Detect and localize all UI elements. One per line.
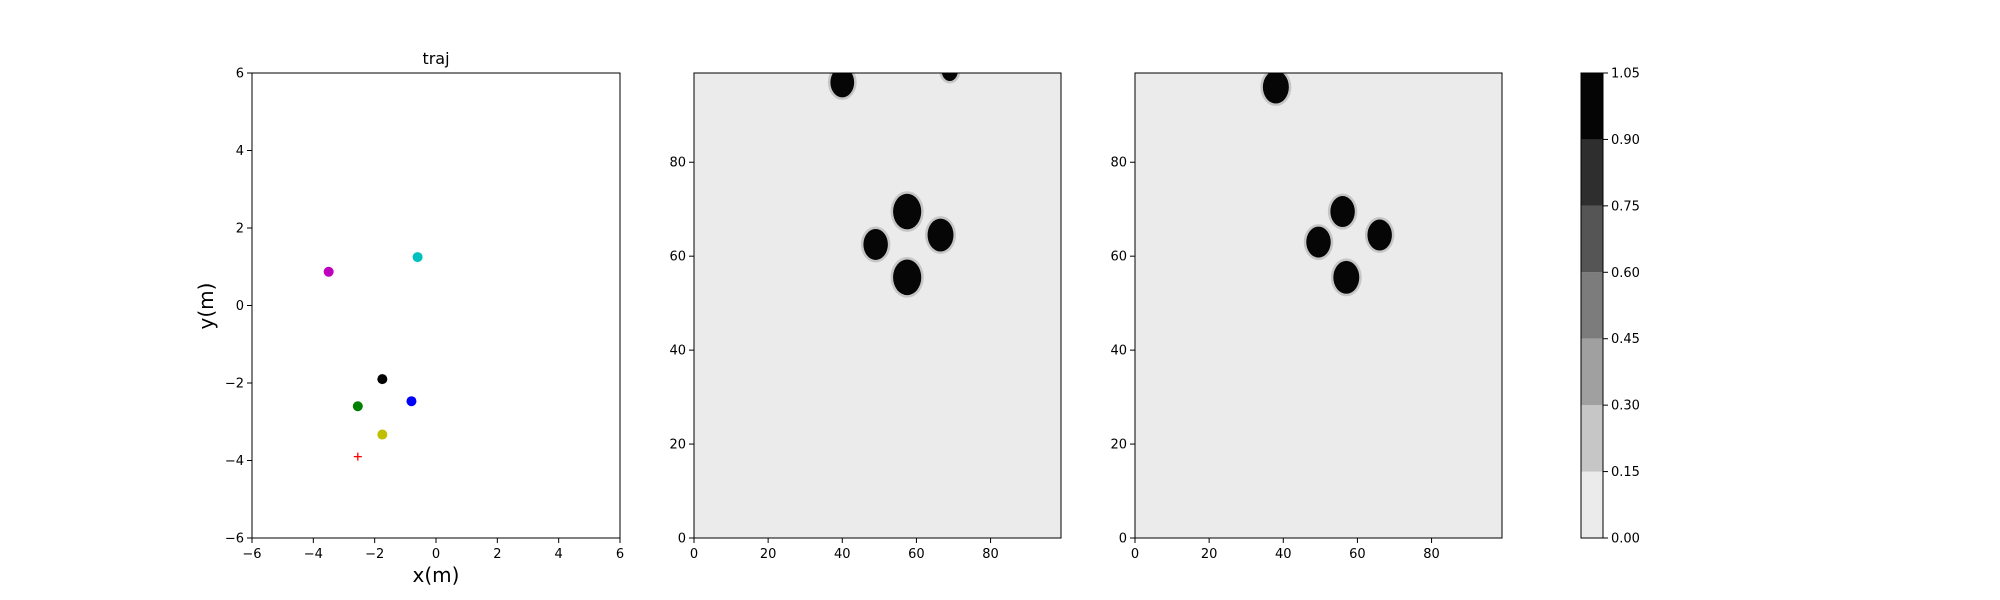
colorbar-tick-label: 0.30 — [1611, 399, 1640, 414]
traj-points — [323, 252, 423, 461]
heatmap-panel-2: 0 20 40 60 80 0 20 40 60 80 — [1110, 72, 1503, 562]
heatmap-2-y-tick-label: 40 — [1110, 344, 1127, 359]
traj-point — [377, 374, 388, 385]
traj-point — [323, 266, 334, 277]
colorbar-tick-label: 0.60 — [1611, 266, 1640, 281]
heatmap-1-x-tick-label: 0 — [690, 547, 698, 562]
traj-x-axis-label: x(m) — [413, 563, 460, 587]
traj-x-tick-label: −2 — [365, 547, 384, 562]
colorbar-band — [1581, 405, 1603, 472]
heatmap-1-background — [694, 73, 1061, 538]
heatmap-2-x-tick-label: 0 — [1131, 547, 1139, 562]
heatmap-1-x-tick-label: 80 — [982, 547, 999, 562]
heatmap-2-y-tick-label: 80 — [1110, 156, 1127, 171]
traj-y-tick-label: 6 — [236, 67, 244, 82]
heatmap-2-y-ticks: 0 20 40 60 80 — [1110, 156, 1135, 547]
traj-x-tick-label: −6 — [242, 547, 261, 562]
heatmap-1-y-tick-label: 40 — [669, 344, 686, 359]
heatmap-2-blobs — [1260, 73, 1395, 297]
heatmap-2-y-tick-label: 0 — [1119, 532, 1127, 547]
heatmap-2-blob — [1367, 219, 1392, 251]
traj-point — [352, 401, 363, 412]
traj-x-tick-label: −4 — [304, 547, 323, 562]
traj-y-tick-label: 0 — [236, 299, 244, 314]
colorbar-frame — [1580, 72, 1604, 539]
heatmap-1-y-tick-label: 80 — [669, 156, 686, 171]
heatmap-2-x-tick-label: 40 — [1275, 547, 1292, 562]
heatmap-2-x-tick-label: 80 — [1423, 547, 1440, 562]
heatmap-1-x-tick-label: 40 — [834, 547, 851, 562]
heatmap-1-blob — [893, 193, 922, 230]
heatmap-1-y-tick-label: 60 — [669, 250, 686, 265]
heatmap-2-blob — [1306, 226, 1331, 258]
heatmap-1-blob — [893, 259, 922, 296]
traj-x-tick-label: 0 — [432, 547, 440, 562]
colorbar-band — [1581, 471, 1603, 538]
colorbar-band — [1581, 139, 1603, 206]
heatmap-2-x-tick-label: 20 — [1201, 547, 1218, 562]
traj-title: traj — [422, 49, 449, 68]
colorbar-tick-label: 0.90 — [1611, 133, 1640, 148]
traj-y-tick-label: −6 — [225, 532, 244, 547]
traj-y-tick-label: −4 — [225, 454, 244, 469]
heatmap-1-blobs — [827, 73, 961, 298]
colorbar-ticks: 0.00 0.15 0.30 0.45 0.60 0.75 0.90 1.05 — [1603, 67, 1640, 547]
traj-x-tick-label: 2 — [493, 547, 501, 562]
traj-point-plus — [353, 452, 362, 461]
traj-x-ticks: −6 −4 −2 0 2 4 6 — [242, 538, 624, 562]
colorbar-bands — [1581, 73, 1603, 538]
heatmap-2-blob — [1333, 260, 1360, 294]
heatmap-1-y-tick-label: 20 — [669, 438, 686, 453]
colorbar-band — [1581, 272, 1603, 339]
heatmap-1-x-tick-label: 20 — [760, 547, 777, 562]
heatmap-1-blob — [927, 218, 954, 252]
colorbar: 0.00 0.15 0.30 0.45 0.60 0.75 0.90 1.05 — [1580, 67, 1640, 547]
heatmap-1-blob — [830, 73, 855, 98]
traj-axes-frame — [251, 72, 621, 539]
traj-y-tick-label: 4 — [236, 144, 244, 159]
traj-x-tick-label: 6 — [616, 547, 624, 562]
colorbar-tick-label: 0.45 — [1611, 332, 1640, 347]
heatmap-1-x-tick-label: 60 — [908, 547, 925, 562]
heatmap-1-y-ticks: 0 20 40 60 80 — [669, 156, 694, 547]
heatmap-2-x-ticks: 0 20 40 60 80 — [1131, 538, 1440, 562]
heatmap-1-blob — [863, 228, 888, 260]
traj-point — [377, 429, 388, 440]
traj-point — [412, 252, 423, 263]
heatmap-2-y-tick-label: 20 — [1110, 438, 1127, 453]
heatmap-1-blob — [941, 73, 958, 81]
traj-y-axis-label: y(m) — [194, 283, 218, 330]
colorbar-tick-label: 0.15 — [1611, 465, 1640, 480]
traj-y-ticks: −6 −4 −2 0 2 4 6 — [225, 67, 252, 547]
heatmap-1-y-tick-label: 0 — [678, 532, 686, 547]
colorbar-tick-label: 0.00 — [1611, 532, 1640, 547]
heatmap-2-blob — [1262, 73, 1289, 104]
traj-x-tick-label: 4 — [555, 547, 563, 562]
heatmap-2-axes-frame — [1134, 72, 1503, 539]
heatmap-1-axes-frame — [693, 72, 1062, 539]
traj-y-tick-label: −2 — [225, 377, 244, 392]
heatmap-panel-1: 0 20 40 60 80 0 20 40 60 80 — [669, 72, 1062, 562]
colorbar-band — [1581, 73, 1603, 140]
colorbar-band — [1581, 205, 1603, 273]
colorbar-band — [1581, 338, 1603, 406]
heatmap-2-background — [1135, 73, 1502, 538]
colorbar-tick-label: 0.75 — [1611, 199, 1640, 214]
traj-y-tick-label: 2 — [236, 222, 244, 237]
heatmap-2-blob — [1330, 196, 1355, 228]
heatmap-2-y-tick-label: 60 — [1110, 250, 1127, 265]
heatmap-2-x-tick-label: 60 — [1349, 547, 1366, 562]
traj-panel: traj −6 −4 −2 0 2 4 6 −6 −4 −2 0 2 4 6 x(m) y(m) — [194, 49, 624, 587]
heatmap-1-x-ticks: 0 20 40 60 80 — [690, 538, 999, 562]
colorbar-tick-label: 1.05 — [1611, 67, 1640, 82]
traj-point — [406, 396, 417, 407]
